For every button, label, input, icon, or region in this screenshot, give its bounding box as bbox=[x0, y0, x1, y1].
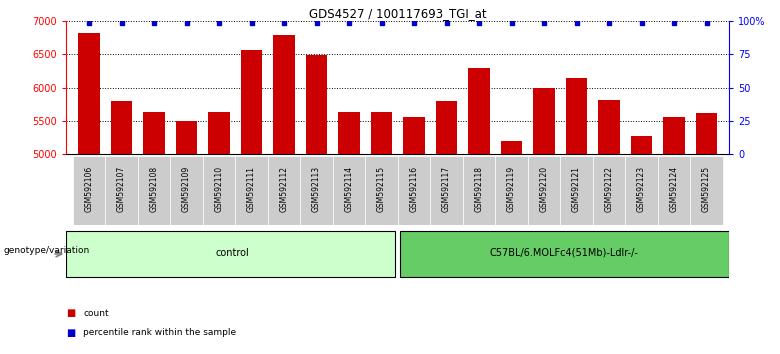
Bar bbox=[176, 121, 197, 154]
Text: genotype/variation: genotype/variation bbox=[4, 246, 90, 255]
Bar bbox=[208, 112, 229, 154]
Bar bbox=[268, 156, 300, 225]
Bar bbox=[236, 156, 268, 225]
Bar bbox=[170, 156, 203, 225]
Text: GSM592122: GSM592122 bbox=[604, 166, 614, 212]
Bar bbox=[534, 88, 555, 154]
Text: ■: ■ bbox=[66, 328, 76, 338]
Text: GSM592113: GSM592113 bbox=[312, 166, 321, 212]
Bar bbox=[528, 156, 560, 225]
Bar bbox=[274, 34, 295, 154]
Bar bbox=[111, 101, 132, 154]
Bar bbox=[333, 156, 365, 225]
Text: GSM592106: GSM592106 bbox=[84, 166, 94, 212]
Bar bbox=[463, 156, 495, 225]
Text: GSM592108: GSM592108 bbox=[150, 166, 158, 212]
Text: GSM592116: GSM592116 bbox=[410, 166, 419, 212]
Bar bbox=[696, 113, 717, 154]
Title: GDS4527 / 100117693_TGI_at: GDS4527 / 100117693_TGI_at bbox=[309, 7, 487, 20]
Bar bbox=[79, 33, 100, 154]
Text: GSM592119: GSM592119 bbox=[507, 166, 516, 212]
Bar bbox=[339, 112, 360, 154]
Bar bbox=[469, 68, 490, 154]
Text: GSM592109: GSM592109 bbox=[182, 166, 191, 212]
Text: ■: ■ bbox=[66, 308, 76, 318]
Text: GSM592117: GSM592117 bbox=[442, 166, 451, 212]
Text: GSM592125: GSM592125 bbox=[702, 166, 711, 212]
Bar bbox=[398, 156, 431, 225]
Text: GSM592118: GSM592118 bbox=[474, 166, 484, 212]
Bar bbox=[631, 136, 652, 154]
Bar bbox=[436, 101, 457, 154]
Text: count: count bbox=[83, 309, 109, 318]
Text: GSM592114: GSM592114 bbox=[345, 166, 353, 212]
Text: GSM592111: GSM592111 bbox=[247, 166, 256, 212]
Bar bbox=[138, 156, 170, 225]
Bar bbox=[566, 78, 587, 154]
Bar bbox=[203, 156, 236, 225]
Bar bbox=[560, 156, 593, 225]
Bar bbox=[495, 156, 528, 225]
Bar bbox=[431, 156, 463, 225]
Bar bbox=[403, 117, 424, 154]
Text: GSM592112: GSM592112 bbox=[279, 166, 289, 212]
Bar bbox=[690, 156, 723, 225]
Text: GSM592110: GSM592110 bbox=[215, 166, 224, 212]
Text: GSM592120: GSM592120 bbox=[540, 166, 548, 212]
Bar bbox=[105, 156, 138, 225]
Bar bbox=[241, 50, 262, 154]
Bar bbox=[300, 156, 333, 225]
Bar bbox=[73, 156, 105, 225]
Bar bbox=[664, 117, 685, 154]
Bar bbox=[400, 231, 729, 277]
Bar bbox=[371, 112, 392, 154]
Bar bbox=[144, 112, 165, 154]
Text: GSM592107: GSM592107 bbox=[117, 166, 126, 212]
Bar bbox=[306, 55, 327, 154]
Bar bbox=[658, 156, 690, 225]
Text: GSM592115: GSM592115 bbox=[377, 166, 386, 212]
Text: GSM592121: GSM592121 bbox=[572, 166, 581, 212]
Text: C57BL/6.MOLFc4(51Mb)-Ldlr-/-: C57BL/6.MOLFc4(51Mb)-Ldlr-/- bbox=[489, 248, 638, 258]
Bar bbox=[501, 141, 522, 154]
Text: GSM592123: GSM592123 bbox=[637, 166, 646, 212]
Bar bbox=[626, 156, 658, 225]
Bar bbox=[365, 156, 398, 225]
Text: control: control bbox=[215, 248, 249, 258]
Text: GSM592124: GSM592124 bbox=[669, 166, 679, 212]
Bar bbox=[598, 100, 619, 154]
Bar bbox=[66, 231, 395, 277]
Bar bbox=[593, 156, 626, 225]
Text: percentile rank within the sample: percentile rank within the sample bbox=[83, 328, 236, 337]
